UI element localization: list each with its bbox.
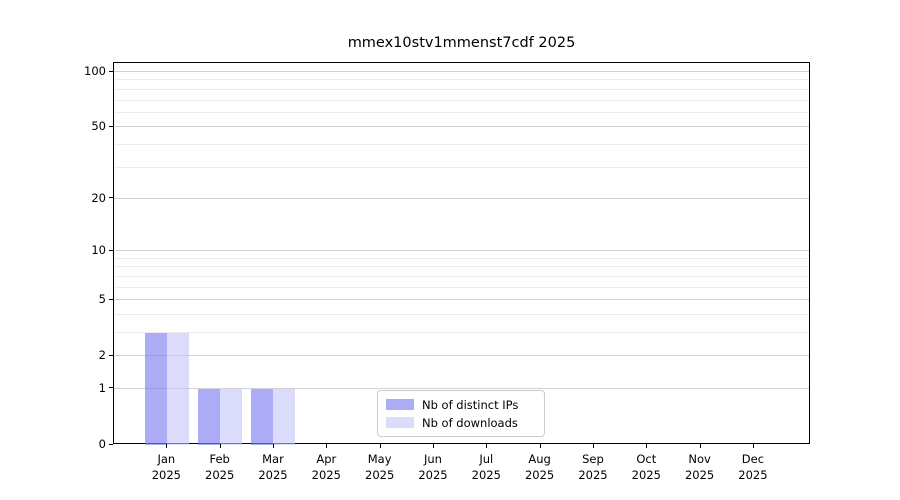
y-tick-label: 50: [91, 119, 106, 134]
gridline-minor: [114, 111, 809, 113]
gridline-minor: [114, 266, 809, 268]
y-tick-label: 2: [98, 348, 106, 363]
gridline-major: [114, 197, 809, 199]
x-tick-label: May 2025: [365, 452, 395, 482]
y-tick-label: 1: [98, 380, 106, 395]
x-tick-label: Oct 2025: [631, 452, 661, 482]
x-tick-label: Sep 2025: [578, 452, 608, 482]
bar-distinct-ips-jan: [144, 332, 167, 445]
chart-title: mmex10stv1mmenst7cdf 2025: [347, 35, 576, 51]
x-tick-label: Feb 2025: [205, 452, 235, 482]
x-tick-label: Nov 2025: [684, 452, 715, 482]
x-tick-mark: [272, 444, 274, 448]
bar-distinct-ips-feb: [198, 388, 221, 445]
y-tick-mark: [109, 249, 113, 251]
x-tick-label: Dec 2025: [738, 452, 768, 482]
x-tick-mark: [432, 444, 434, 448]
legend-swatch-downloads: [386, 417, 414, 428]
y-tick-label: 20: [91, 190, 106, 205]
y-tick-mark: [109, 443, 113, 445]
bar-distinct-ips-mar: [251, 388, 274, 445]
x-tick-label: Jan 2025: [151, 452, 181, 482]
bar-downloads-jan: [166, 332, 189, 445]
x-tick-mark: [699, 444, 701, 448]
gridline-minor: [114, 143, 809, 145]
y-tick-label: 10: [91, 243, 106, 258]
legend-label-downloads: Nb of downloads: [422, 415, 518, 430]
gridline-minor: [114, 88, 809, 90]
gridline-major: [114, 387, 809, 389]
x-tick-mark: [379, 444, 381, 448]
gridline-minor: [114, 79, 809, 81]
y-tick-label: 100: [84, 64, 106, 79]
gridline-major: [114, 250, 809, 252]
legend-item-distinct-ips: Nb of distinct IPs: [386, 398, 536, 412]
x-tick-label: Aug 2025: [524, 452, 555, 482]
gridline-major: [114, 126, 809, 128]
gridline-minor: [114, 99, 809, 101]
x-tick-mark: [539, 444, 541, 448]
x-tick-mark: [219, 444, 221, 448]
y-tick-mark: [109, 387, 113, 389]
gridline-minor: [114, 331, 809, 333]
legend-label-distinct-ips: Nb of distinct IPs: [422, 397, 519, 412]
y-tick-mark: [109, 125, 113, 127]
x-tick-mark: [752, 444, 754, 448]
gridline-minor: [114, 286, 809, 288]
plot-area: [113, 62, 810, 445]
gridline-minor: [114, 275, 809, 277]
legend: Nb of distinct IPs Nb of downloads: [377, 390, 545, 437]
legend-item-downloads: Nb of downloads: [386, 416, 536, 430]
x-tick-mark: [326, 444, 328, 448]
gridline-major: [114, 71, 809, 73]
y-tick-label: 0: [98, 437, 106, 451]
y-tick-mark: [109, 70, 113, 72]
y-tick-label: 5: [98, 292, 106, 307]
bar-downloads-feb: [220, 388, 243, 445]
legend-swatch-distinct-ips: [386, 399, 414, 410]
x-tick-label: Jul 2025: [471, 452, 501, 482]
x-tick-mark: [646, 444, 648, 448]
gridline-minor: [114, 313, 809, 315]
bar-downloads-mar: [273, 388, 296, 445]
gridline-minor: [114, 257, 809, 259]
x-tick-mark: [166, 444, 168, 448]
y-tick-mark: [109, 354, 113, 356]
y-tick-mark: [109, 298, 113, 300]
x-tick-label: Mar 2025: [258, 452, 288, 482]
x-tick-label: Jun 2025: [418, 452, 448, 482]
gridline-major: [114, 355, 809, 357]
y-tick-mark: [109, 197, 113, 199]
gridline-major: [114, 299, 809, 301]
x-tick-label: Apr 2025: [311, 452, 341, 482]
x-tick-mark: [592, 444, 594, 448]
gridline-minor: [114, 166, 809, 168]
x-tick-mark: [486, 444, 488, 448]
